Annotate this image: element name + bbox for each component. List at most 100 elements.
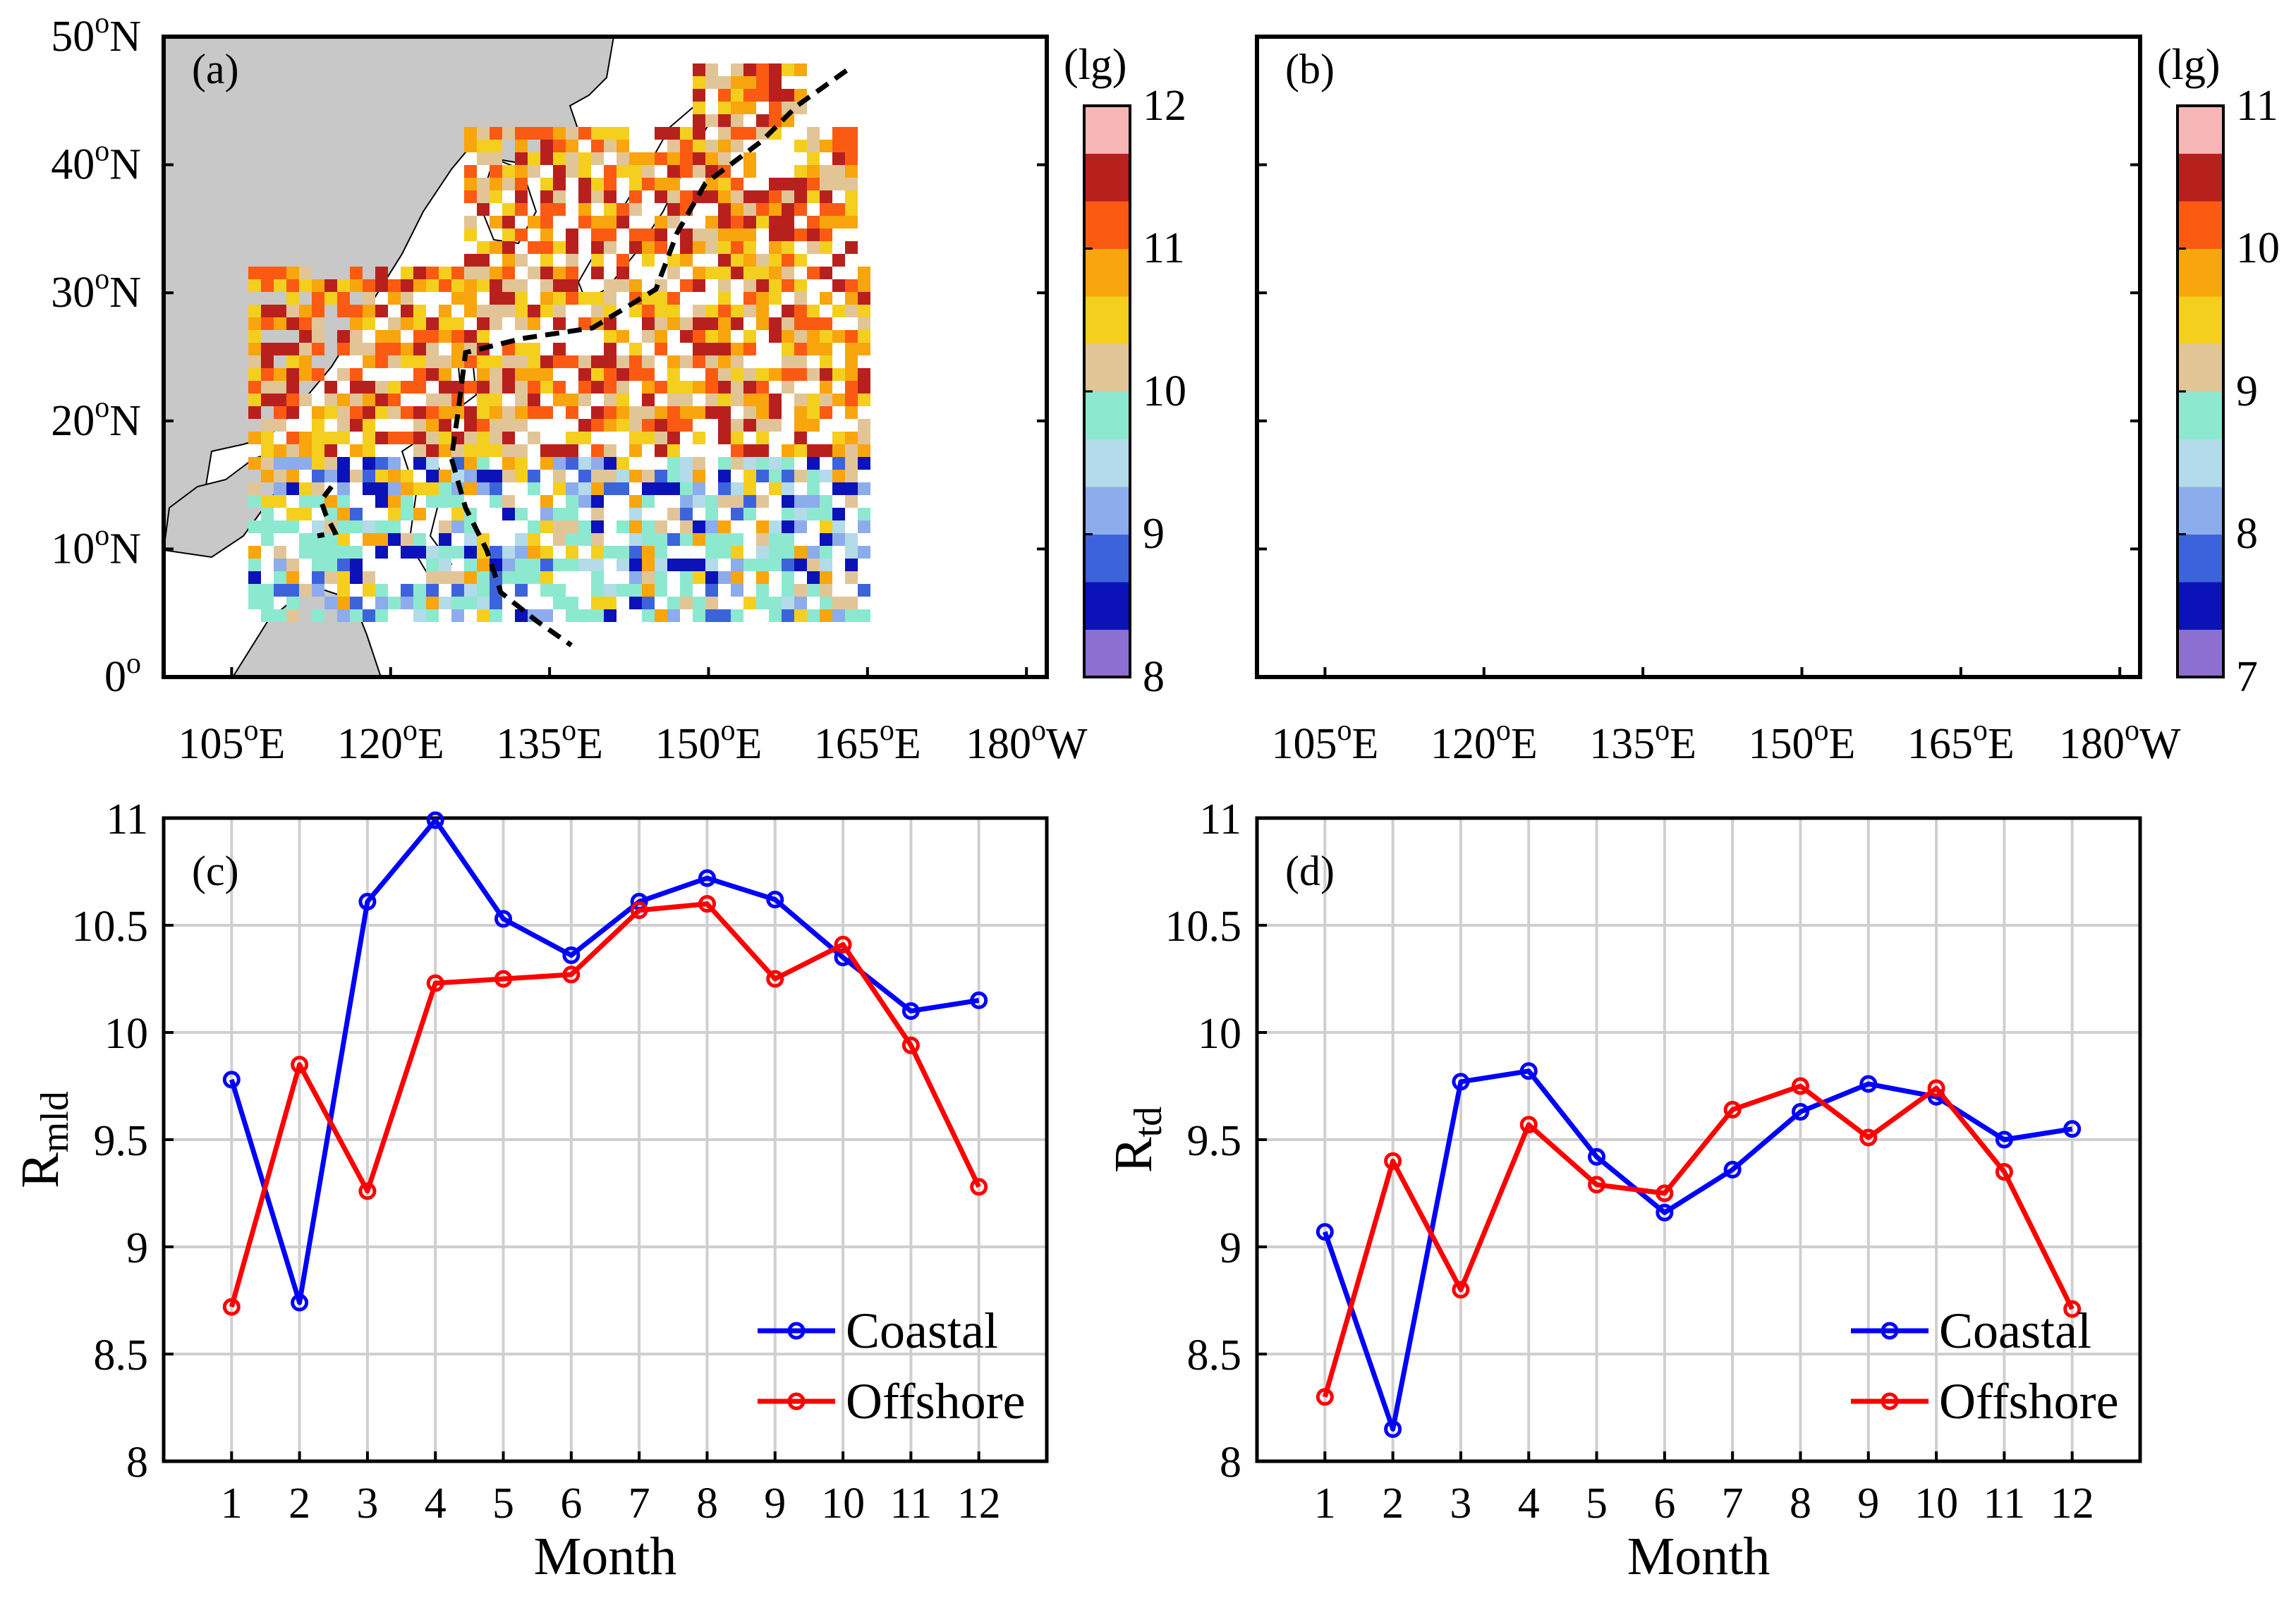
map-grid-cell	[743, 152, 756, 165]
map-grid-cell	[515, 305, 528, 317]
map-grid-cell	[769, 76, 782, 89]
map-grid-cell	[451, 355, 464, 368]
map-grid-cell	[477, 279, 490, 292]
map-grid-cell	[553, 267, 566, 279]
map-grid-cell	[858, 444, 870, 457]
map-grid-cell	[794, 394, 807, 406]
map-grid-cell	[858, 609, 870, 622]
map-grid-cell	[490, 470, 502, 482]
map-grid-cell	[832, 279, 845, 292]
map-grid-cell	[312, 520, 324, 533]
map-grid-cell	[578, 152, 591, 165]
map-grid-cell	[261, 279, 274, 292]
map-grid-cell	[718, 457, 731, 470]
map-grid-cell	[604, 597, 616, 609]
series-point-offshore	[1791, 1077, 1809, 1095]
map-grid-cell	[845, 546, 858, 559]
map-grid-cell	[401, 482, 413, 495]
map-lon-label: 105oE	[1271, 714, 1378, 768]
map-grid-cell	[388, 317, 401, 330]
map-grid-cell	[655, 305, 667, 317]
map-grid-cell	[705, 216, 718, 228]
map-grid-cell	[667, 140, 680, 152]
map-grid-cell	[705, 330, 718, 343]
series-point-offshore	[698, 895, 716, 913]
map-grid-cell	[794, 546, 807, 559]
map-grid-cell	[718, 190, 731, 203]
legend-swatch-marker	[1881, 1322, 1899, 1340]
map-grid-cell	[426, 470, 439, 482]
map-grid-cell	[756, 444, 769, 457]
map-grid-cell	[401, 305, 413, 317]
map-grid-cell	[528, 432, 540, 444]
map-grid-cell	[794, 203, 807, 216]
map-grid-cell	[324, 292, 337, 305]
map-grid-cell	[312, 559, 324, 571]
map-grid-cell	[718, 152, 731, 165]
map-grid-cell	[312, 330, 324, 343]
map-lon-label: 165oE	[1907, 714, 2015, 768]
map-grid-cell	[566, 355, 578, 368]
map-grid-cell	[274, 406, 286, 419]
map-grid-cell	[604, 457, 616, 470]
map-grid-cell	[756, 114, 769, 127]
map-grid-cell	[693, 165, 705, 178]
map-grid-cell	[299, 584, 312, 597]
map-grid-cell	[528, 520, 540, 533]
map-grid-cell	[451, 520, 464, 533]
map-grid-cell	[769, 546, 782, 559]
map-a-cb-tick-9: 9	[1143, 510, 1165, 558]
map-grid-cell	[248, 546, 261, 559]
map-grid-cell	[324, 470, 337, 482]
map-grid-cell	[820, 584, 832, 597]
map-grid-cell	[350, 305, 363, 317]
map-grid-cell	[566, 292, 578, 305]
y-tick-label: 11	[106, 796, 148, 843]
map-grid-cell	[566, 508, 578, 520]
map-grid-cell	[718, 355, 731, 368]
series-point-coastal	[1384, 1420, 1402, 1438]
map-grid-cell	[477, 394, 490, 406]
map-grid-cell	[845, 432, 858, 444]
map-grid-cell	[820, 178, 832, 190]
x-tick-label: 5	[1586, 1480, 1608, 1528]
x-tick-label: 8	[1790, 1480, 1811, 1528]
map-grid-cell	[655, 228, 667, 241]
map-grid-cell	[591, 444, 604, 457]
map-grid-cell	[553, 178, 566, 190]
map-grid-cell	[388, 508, 401, 520]
map-grid-cell	[731, 127, 743, 140]
series-point-coastal	[494, 910, 513, 928]
map-grid-cell	[388, 597, 401, 609]
map-grid-cell	[426, 330, 439, 343]
map-grid-cell	[528, 394, 540, 406]
map-grid-cell	[248, 330, 261, 343]
map-grid-cell	[616, 520, 629, 533]
map-grid-cell	[426, 394, 439, 406]
map-grid-cell	[477, 432, 490, 444]
map-grid-cell	[248, 457, 261, 470]
map-grid-cell	[655, 381, 667, 394]
map-grid-cell	[540, 584, 553, 597]
map-grid-cell	[693, 76, 705, 89]
map-grid-cell	[680, 406, 693, 419]
map-grid-cell	[426, 584, 439, 597]
map-grid-cell	[820, 165, 832, 178]
map-grid-cell	[756, 89, 769, 102]
map-grid-cell	[490, 267, 502, 279]
map-grid-cell	[667, 368, 680, 381]
map-grid-cell	[375, 330, 388, 343]
map-grid-cell	[375, 394, 388, 406]
map-grid-cell	[769, 190, 782, 203]
map-grid-cell	[274, 305, 286, 317]
map-grid-cell	[807, 419, 820, 432]
map-grid-cell	[616, 330, 629, 343]
map-grid-cell	[756, 559, 769, 571]
map-grid-cell	[832, 482, 845, 495]
map-grid-cell	[680, 470, 693, 482]
map-grid-cell	[337, 482, 350, 495]
map-grid-cell	[629, 355, 642, 368]
map-grid-cell	[515, 190, 528, 203]
x-tick-label: 9	[764, 1480, 786, 1528]
map-grid-cell	[858, 279, 870, 292]
